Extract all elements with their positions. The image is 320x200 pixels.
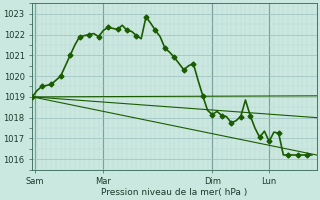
X-axis label: Pression niveau de la mer( hPa ): Pression niveau de la mer( hPa ) [101, 188, 247, 197]
